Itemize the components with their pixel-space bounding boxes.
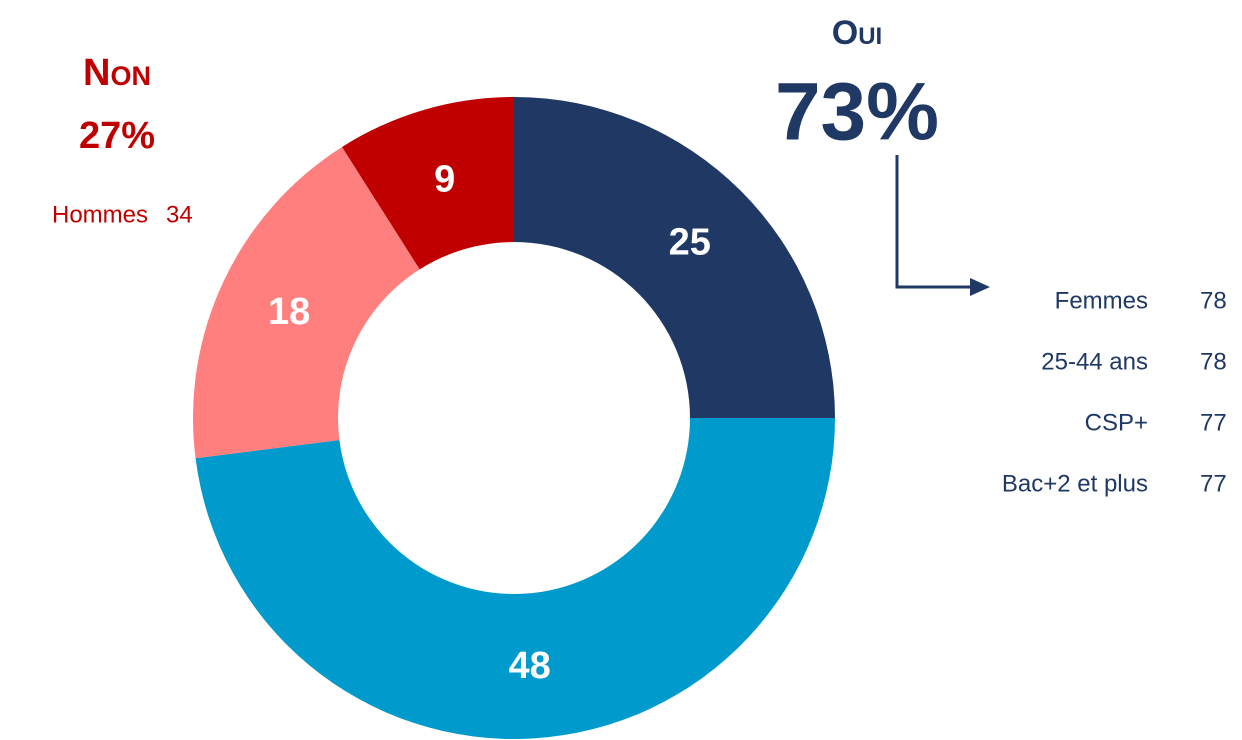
breakdown-value: 78 — [1200, 348, 1227, 375]
segment-label: 18 — [268, 291, 310, 333]
breakdown-label: Bac+2 et plus — [1002, 470, 1148, 497]
breakdown-label: Hommes — [52, 201, 148, 228]
segment-label: 25 — [669, 221, 711, 263]
arrow-head — [970, 278, 990, 296]
group-value: 73% — [775, 67, 939, 158]
breakdown-label: CSP+ — [1085, 409, 1148, 436]
segment-label: 48 — [508, 645, 550, 687]
group-name: Non — [83, 52, 151, 94]
breakdown-value: 77 — [1200, 470, 1227, 497]
breakdown-value: 77 — [1200, 409, 1227, 436]
breakdown-label: Femmes — [1055, 287, 1148, 314]
segment-label: 9 — [434, 158, 455, 200]
group-value: 27% — [79, 115, 155, 157]
breakdown-value: 78 — [1200, 287, 1227, 314]
breakdown-label: 25-44 ans — [1041, 348, 1148, 375]
donut-segment — [341, 97, 514, 270]
donut-segment — [514, 97, 835, 418]
donut-segment — [192, 146, 420, 459]
breakdown-value: 34 — [166, 201, 193, 228]
donut-segment — [195, 418, 836, 740]
arrow — [895, 155, 975, 289]
group-name: Oui — [832, 14, 882, 52]
